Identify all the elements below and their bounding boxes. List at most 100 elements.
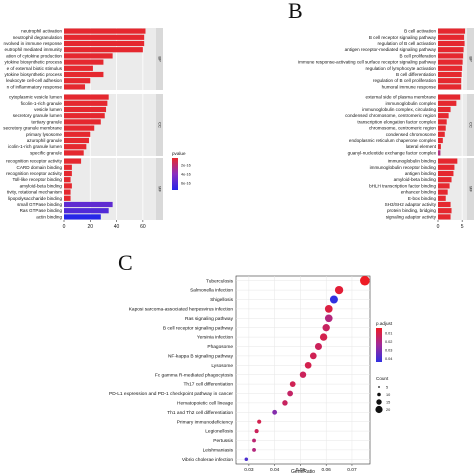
count-legend-dot <box>377 392 381 397</box>
category-label: humoral immune response <box>382 84 437 89</box>
facet-strip-label: CC <box>157 122 162 128</box>
legend-label: 0.02 <box>385 340 392 344</box>
pathway-label: Vibrio cholerae infection <box>182 457 233 463</box>
bar <box>438 150 441 156</box>
pathway-label: Shigellosis <box>210 297 234 303</box>
bar <box>64 164 72 170</box>
pathway-label: NF-kappa B signaling pathway <box>168 354 234 360</box>
facet-strip <box>467 94 474 156</box>
category-label: n of inflammatory response <box>7 84 63 89</box>
bar <box>64 183 72 189</box>
category-label: E-box binding <box>408 196 437 201</box>
bar <box>64 201 113 208</box>
facet-strip <box>156 158 163 220</box>
legend-label: 2e-16 <box>181 164 191 168</box>
bar <box>64 47 143 53</box>
legend-label: 0.01 <box>385 332 392 336</box>
bar <box>438 40 465 47</box>
bar <box>438 100 457 106</box>
bar <box>64 131 91 137</box>
bar <box>438 125 446 131</box>
data-point <box>272 409 278 415</box>
bar <box>64 119 101 125</box>
bar <box>438 53 464 59</box>
bar <box>438 59 463 65</box>
category-label: tertiary granule <box>31 119 62 124</box>
category-label: lipopolysaccharide binding <box>8 196 62 201</box>
legend-label: 6e-16 <box>181 182 191 186</box>
category-label: condensed chromosome, centromeric region <box>345 113 436 118</box>
x-tick-label: 0.07 <box>347 467 357 473</box>
data-point <box>314 342 322 351</box>
category-label: e of external biotic stimulus <box>7 66 63 71</box>
category-label: recognition receptor activity <box>6 159 63 164</box>
bar <box>438 94 461 100</box>
data-point <box>360 275 370 286</box>
category-label: condensed chromosome <box>386 132 437 137</box>
data-point <box>322 324 330 332</box>
facet-strip-label: BP <box>157 56 162 62</box>
facet-strip-label: MF <box>468 186 473 192</box>
category-label: Ras GTPase binding <box>20 208 63 213</box>
category-label: protein binding, bridging <box>387 208 436 213</box>
pathway-label: Primary immunodeficiency <box>177 419 234 425</box>
pathway-label: Lysosome <box>211 363 233 369</box>
data-point <box>329 295 338 304</box>
pathway-label: Fc gamma R-mediated phagocytosis <box>155 372 234 378</box>
x-tick-label: 20 <box>88 224 94 230</box>
category-label: small GTPase binding <box>17 202 62 207</box>
bar <box>438 158 458 164</box>
bar <box>64 125 95 131</box>
bar <box>438 28 466 34</box>
category-label: neutrophil activation <box>21 29 62 34</box>
category-label: SH3/SH2 adaptor activity <box>385 202 437 207</box>
bar <box>64 100 108 106</box>
legend-title: p.adjust <box>376 321 393 326</box>
pathway-label: Tuberculosis <box>206 278 234 284</box>
pathway-label: Ras signaling pathway <box>185 316 234 322</box>
category-label: regulation of B cell proliferation <box>373 78 437 83</box>
category-label: regulation of lymphocyte activation <box>366 66 437 71</box>
pathway-label: Kaposi sarcoma-associated herpesvirus in… <box>129 307 234 313</box>
pathway-label: Hematopoietic cell lineage <box>177 401 233 407</box>
x-tick-label: 0 <box>63 224 66 230</box>
pathway-label: Th1 and Th2 cell differentiation <box>167 410 233 416</box>
plot-frame <box>235 275 371 465</box>
bar <box>438 34 465 40</box>
data-point <box>334 285 344 295</box>
facet-strip <box>467 158 474 220</box>
pathway-label: Salmonella infection <box>190 288 233 294</box>
facet-strip <box>467 28 474 90</box>
data-point <box>254 429 259 434</box>
bar <box>438 106 451 113</box>
bar <box>64 34 145 40</box>
category-label: amyloid-beta binding <box>20 183 63 188</box>
category-label: tivity, rotational mechanism <box>7 190 62 195</box>
category-label: B cell proliferation <box>399 53 436 58</box>
bar <box>64 214 101 220</box>
category-label: immunoglobulin complex, circulating <box>362 107 436 112</box>
facet-strip <box>156 28 163 90</box>
category-label: lateral element <box>406 144 437 149</box>
category-label: transcription elongation factor complex <box>357 119 436 124</box>
bar <box>64 113 105 119</box>
category-label: icolin-1-rich granule lumen <box>8 144 62 149</box>
category-label: ytokine biosynthetic process <box>5 60 63 65</box>
category-label: immunoglobulin receptor binding <box>370 165 437 170</box>
legend-label: 10 <box>386 393 390 397</box>
category-label: secretory granule lumen <box>13 113 63 118</box>
bar <box>64 150 84 156</box>
category-label: B cell activation <box>404 29 436 34</box>
data-point <box>252 447 256 452</box>
bar <box>64 94 109 100</box>
legend-label: 0.04 <box>385 357 392 361</box>
category-label: immune response-activating cell surface … <box>298 60 437 65</box>
bar <box>64 65 93 71</box>
category-label: bHLH transcription factor binding <box>369 183 436 188</box>
bar <box>438 189 448 195</box>
bar <box>438 183 450 189</box>
category-label: external side of plasma membrane <box>366 95 437 100</box>
category-label: amyloid-beta binding <box>394 177 437 182</box>
